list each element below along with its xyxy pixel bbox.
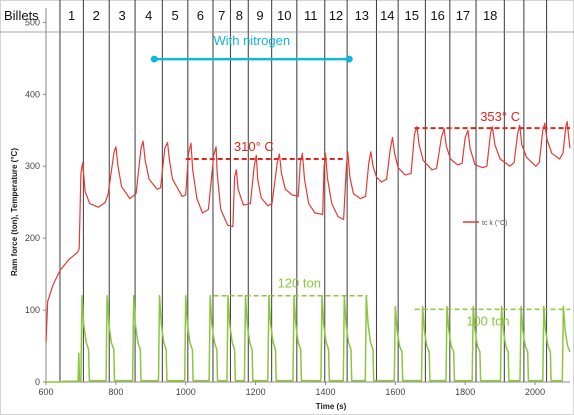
billet-number-16: 16 xyxy=(430,8,444,23)
nitrogen-label: With nitrogen xyxy=(213,33,290,48)
billet-number-8: 8 xyxy=(236,8,243,23)
y-tick-label-200: 200 xyxy=(25,233,40,243)
temp-353-label: 353° C xyxy=(480,109,520,124)
billet-number-7: 7 xyxy=(218,8,225,23)
force-120-label: 120 ton xyxy=(278,276,321,291)
y-tick-label-500: 500 xyxy=(25,17,40,27)
temperature-series-line xyxy=(45,121,571,343)
axes: 600 800 1000 1200 1400 1600 1800 20000100200300… xyxy=(25,8,570,397)
billet-number-11: 11 xyxy=(304,8,318,23)
billets-header-label: Billets xyxy=(4,8,39,23)
x-tick-label-1400: 1400 xyxy=(315,387,335,397)
billet-number-9: 9 xyxy=(256,8,263,23)
nitrogen-span-start-marker xyxy=(150,55,158,63)
billet-number-13: 13 xyxy=(355,8,369,23)
billet-number-14: 14 xyxy=(380,8,394,23)
temperature-series xyxy=(45,121,571,343)
billet-number-12: 12 xyxy=(329,8,343,23)
force-100-label: 100 ton xyxy=(466,313,509,328)
temp-310-label: 310° C xyxy=(234,139,274,154)
billet-number-10: 10 xyxy=(277,8,291,23)
billet-header: Billets 1 2 3 4 5 6 7 8 9 10 11 12 13 14 15 16 17 18 xyxy=(4,8,497,23)
billet-number-4: 4 xyxy=(145,8,152,23)
x-tick-label-1800: 1800 xyxy=(455,387,475,397)
billet-number-3: 3 xyxy=(119,8,126,23)
force-series-line xyxy=(46,294,571,383)
x-tick-label-1200: 1200 xyxy=(246,387,266,397)
billet-number-17: 17 xyxy=(456,8,470,23)
x-tick-label-800: 800 xyxy=(108,387,123,397)
y-tick-label-100: 100 xyxy=(25,305,40,315)
nitrogen-span-end-marker xyxy=(345,55,353,63)
y-tick-label-400: 400 xyxy=(25,89,40,99)
x-axis-title: Time (s) xyxy=(316,402,347,411)
x-tick-label-2000: 2000 xyxy=(525,387,545,397)
annotations: With nitrogen 310° C 353° C 120 ton 100 … xyxy=(150,33,570,328)
y-tick-label-300: 300 xyxy=(25,161,40,171)
y-axis-title: Ram force (ton), Temperature (°C) xyxy=(10,148,19,276)
y-tick-label-0: 0 xyxy=(35,377,40,387)
legend: tc k (°C) xyxy=(463,219,507,227)
billet-number-18: 18 xyxy=(483,8,497,23)
billet-number-1: 1 xyxy=(68,8,75,23)
x-tick-label-600: 600 xyxy=(38,387,53,397)
billet-number-5: 5 xyxy=(171,8,178,23)
legend-label-temperature: tc k (°C) xyxy=(482,219,507,227)
x-tick-label-1600: 1600 xyxy=(385,387,405,397)
billet-number-6: 6 xyxy=(197,8,204,23)
billet-number-15: 15 xyxy=(405,8,419,23)
force-series xyxy=(46,294,571,383)
billet-number-2: 2 xyxy=(93,8,100,23)
x-tick-label-1000: 1000 xyxy=(176,387,196,397)
